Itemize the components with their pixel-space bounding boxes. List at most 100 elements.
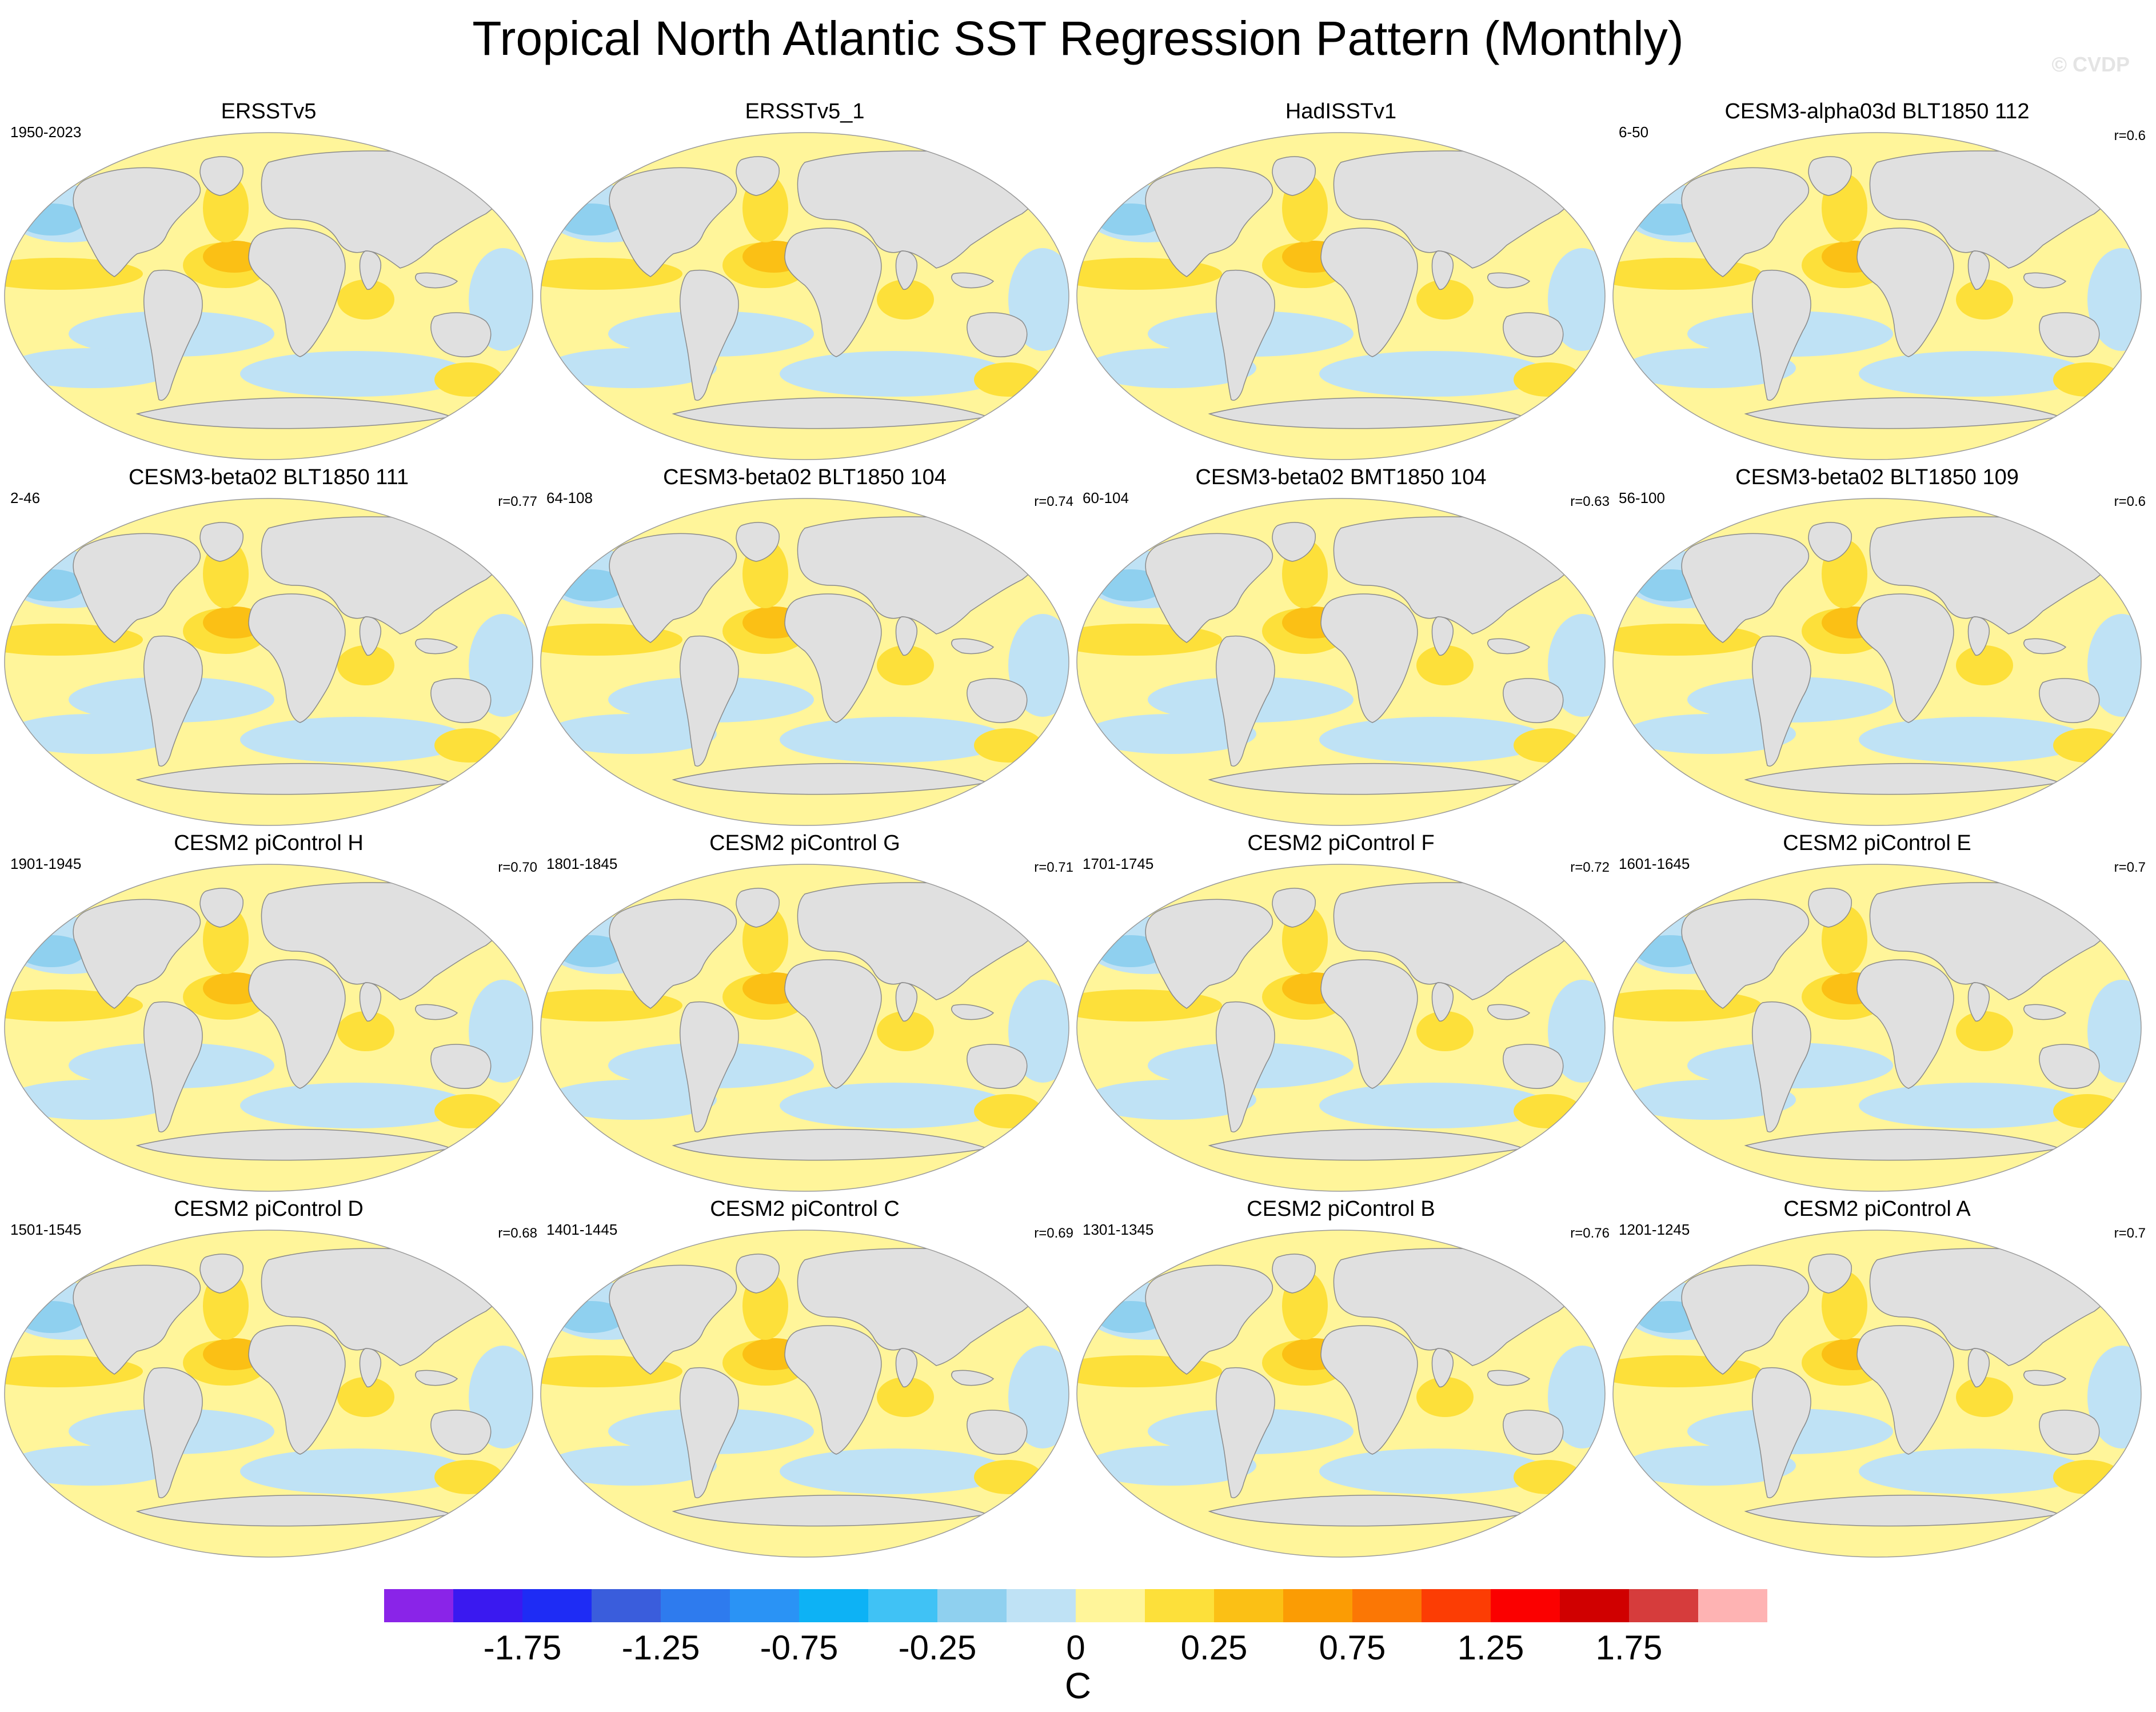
panel-title: CESM3-beta02 BLT1850 104 [663,465,947,489]
sst-anomaly-region [545,1080,717,1120]
world-map [1612,498,2142,826]
map-panel: ERSSTv5 1950-2023 [0,98,537,464]
panel-period: 1950-2023 [10,123,82,141]
sst-anomaly-region [1956,1377,2013,1417]
land-mass [967,312,1028,357]
panel-pattern-correlation: r=0.68 [498,1226,537,1241]
map-panel: CESM3-beta02 BLT1850 109 56-100 r=0.6 [1608,464,2146,830]
land-mass [736,1254,780,1294]
colorbar-swatch [1145,1589,1214,1622]
land-mass [951,638,995,655]
panel-title: CESM3-beta02 BMT1850 104 [1195,465,1487,489]
sst-anomaly-region [1859,1083,2087,1128]
sst-anomaly-region [1548,1346,1605,1448]
land-mass [1487,1004,1531,1020]
land-mass [1751,270,1811,401]
sst-anomaly-region [1514,1094,1582,1128]
land-mass [1431,250,1454,290]
panel-pattern-correlation: r=0.74 [1034,494,1073,509]
panel-period: 1201-1245 [1619,1221,1690,1238]
sst-anomaly-region [1319,351,1548,397]
land-mass [415,1004,458,1020]
sst-anomaly-region [2053,728,2122,763]
land-mass [430,678,492,723]
land-mass [951,272,995,289]
sst-anomaly-region [545,714,717,754]
panel-title: HadISSTv1 [1285,99,1397,123]
map-outline [1612,498,2142,826]
land-mass [73,533,201,643]
map-panel: CESM2 piControl D 1501-1545 r=0.68 [0,1196,537,1562]
colorbar-tick-label: 1.75 [1595,1629,1663,1667]
sst-anomaly-region [337,645,394,685]
sst-anomaly-region [1514,728,1582,763]
panel-pattern-correlation: r=0.7 [2114,860,2146,875]
land-mass [895,982,917,1022]
land-mass [1808,522,1852,562]
sst-anomaly-region [337,1377,394,1417]
land-mass [1751,636,1811,767]
panel-title: CESM2 piControl F [1247,831,1435,855]
map-outline [1612,1230,2142,1558]
land-mass [784,1325,882,1455]
land-mass [73,167,201,277]
land-mass [1808,888,1852,928]
sst-anomaly-region [545,348,717,388]
colorbar-swatch [799,1589,868,1622]
sst-anomaly-region [5,624,143,656]
land-mass [1856,959,1954,1089]
colorbar-swatch [1283,1589,1352,1622]
panel-title: CESM2 piControl C [710,1197,900,1221]
sst-anomaly-region [780,351,1008,397]
land-mass [415,1370,458,1386]
colorbar-swatch [1352,1589,1422,1622]
sst-anomaly-region [1085,714,1256,754]
colorbar-units-label: C [1064,1665,1092,1706]
sst-anomaly-region [1008,980,1069,1083]
land-mass [143,1001,203,1132]
sst-anomaly-region [1624,1446,1796,1486]
map-outline [1612,132,2142,460]
panel-pattern-correlation: r=0.7 [2114,1226,2146,1241]
sst-anomaly-region [780,717,1008,763]
land-mass [430,1410,492,1455]
land-mass [1431,982,1454,1022]
panel-title: CESM3-beta02 BLT1850 109 [1735,465,2019,489]
sst-anomaly-region [1416,645,1474,685]
panel-period: 56-100 [1619,489,1665,506]
land-mass [1503,1410,1564,1455]
colorbar-swatch [522,1589,592,1622]
land-mass [1431,1348,1454,1388]
sst-anomaly-region [240,717,469,763]
panel-pattern-correlation: r=0.63 [1570,494,1610,509]
sst-anomaly-region [6,714,177,754]
sst-anomaly-region [2053,1094,2122,1128]
sst-anomaly-region [1085,348,1256,388]
land-mass [73,899,201,1009]
land-mass [1145,1264,1273,1375]
land-mass [1272,522,1316,562]
world-map [1612,132,2142,460]
sst-anomaly-region [337,1011,394,1051]
panel-title: ERSSTv5_1 [745,99,865,123]
land-mass [895,1348,917,1388]
map-panel: CESM2 piControl C 1401-1445 r=0.69 [536,1196,1073,1562]
sst-anomaly-region [240,351,469,397]
land-mass [1272,888,1316,928]
sst-anomaly-region [5,258,143,290]
sst-anomaly-region [5,1355,143,1387]
sst-anomaly-region [1085,1446,1256,1486]
land-mass [736,156,780,196]
watermark: © CVDP [2051,53,2130,76]
land-mass [430,312,492,357]
land-mass [1320,1325,1418,1455]
land-mass [951,1004,995,1020]
land-mass [1215,1001,1275,1132]
land-mass [1487,638,1531,655]
land-mass [359,1348,381,1388]
land-mass [679,1001,739,1132]
sst-anomaly-region [1956,280,2013,320]
land-mass [1751,1001,1811,1132]
land-mass [1320,228,1418,357]
colorbar-tick-label: 0.25 [1180,1629,1248,1667]
